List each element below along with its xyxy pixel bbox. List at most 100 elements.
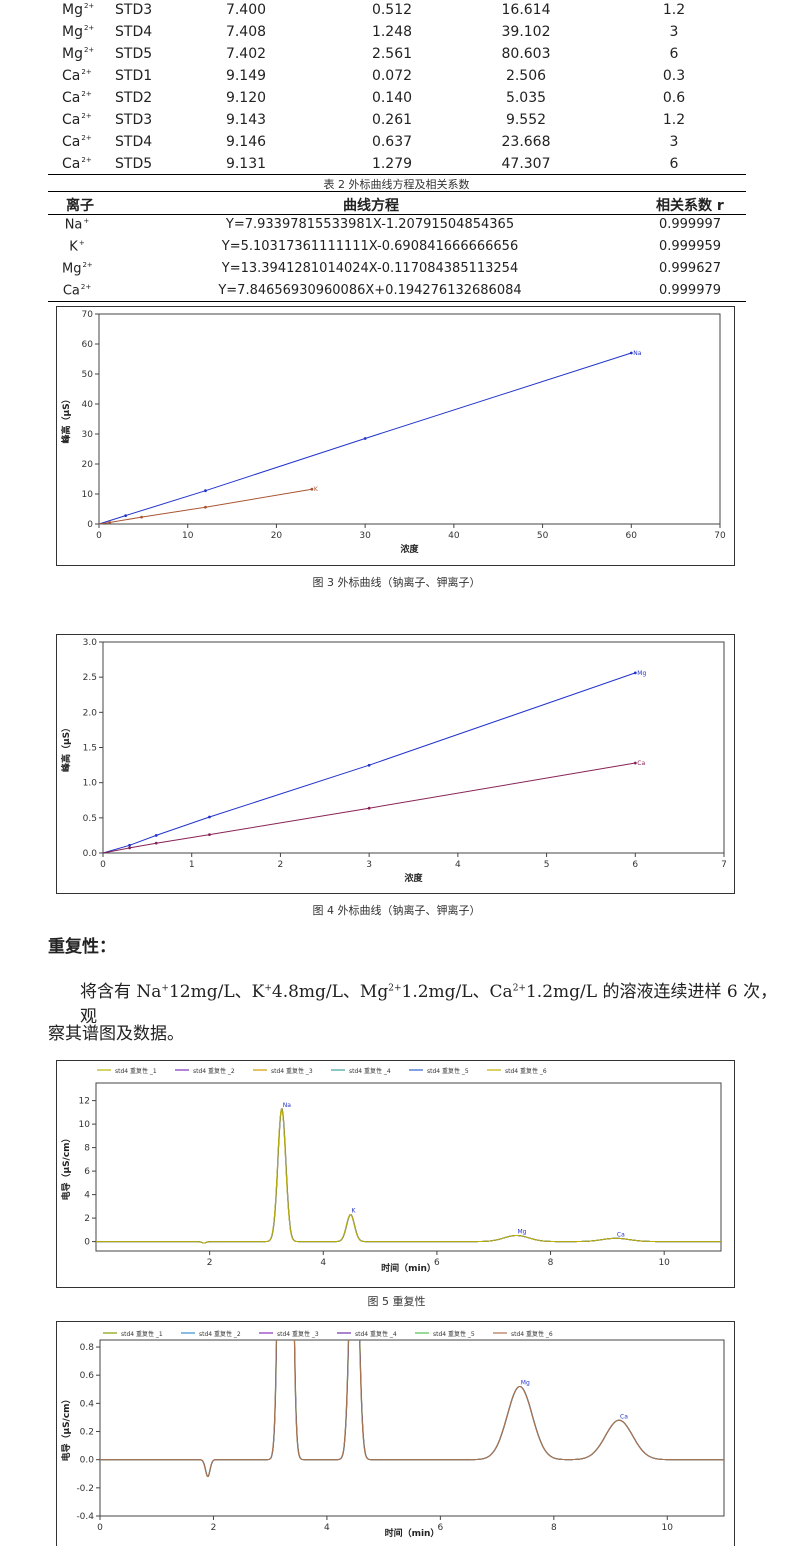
y-tick-label: 0.5 [83, 814, 97, 824]
ion-cell: Ca2+ [62, 112, 92, 128]
conc-cell: 3 [669, 134, 679, 150]
figure3: 0 10 20 30 40 50 60 70 0 10 20 30 40 50 60 70 浓度 峰高（μS） Na… [56, 306, 735, 566]
rt-cell: 7.400 [225, 2, 267, 18]
legend-label: std4 重复性 _3 [277, 1330, 319, 1338]
peak-label: Na [283, 1102, 291, 1109]
peak-label: Mg [521, 1379, 530, 1386]
trace-1 [96, 1107, 721, 1244]
peak-label: Ca [620, 1413, 628, 1420]
ion-cell: Ca2+ [62, 68, 92, 84]
legend-label: std4 重复性 _2 [199, 1330, 241, 1338]
x-tick-label: 7 [721, 860, 727, 870]
data-point [208, 815, 211, 819]
traces [96, 1107, 721, 1244]
rt-cell: 9.143 [225, 112, 267, 128]
data-point [204, 505, 207, 509]
peak-label: Ca [617, 1231, 625, 1238]
x-tick-label: 5 [544, 860, 550, 870]
trace-3 [100, 1340, 724, 1477]
table-rule [48, 214, 746, 215]
conc-cell: 1.2 [662, 2, 686, 18]
x-tick-label: 10 [662, 1523, 674, 1533]
para-sup: + [264, 983, 272, 994]
series-label: Mg [637, 670, 646, 677]
x-tick-label: 0 [100, 860, 106, 870]
figure3-chart: 0 10 20 30 40 50 60 70 0 10 20 30 40 50 60 70 浓度 峰高（μS） Na… [60, 310, 726, 555]
rt-cell: 9.146 [225, 134, 267, 150]
x-tick-label: 6 [434, 1258, 440, 1268]
legend-label: std4 重复性 _3 [271, 1067, 313, 1075]
table-row: Mg2+ STD5 7.402 2.561 80.603 6 [0, 44, 793, 66]
figure4: 0 1 2 3 4 5 6 7 0.0 0.5 1.0 1.5 2.0 2.5 3.0 浓度 峰高（μS） Mg C… [56, 634, 735, 894]
y-tick-label: 4 [84, 1191, 90, 1201]
series-line-Mg [102, 672, 636, 854]
y-tick-label: 0.2 [80, 1428, 94, 1438]
legend-label: std4 重复性 _6 [511, 1330, 553, 1338]
rt-cell: 7.402 [225, 46, 267, 62]
conc-cell: 6 [669, 46, 679, 62]
x-tick-label: 20 [271, 531, 283, 541]
y-tick-label: 2.5 [83, 673, 97, 683]
ion-cell: Ca2+ [62, 156, 92, 172]
data-point [154, 834, 158, 837]
area-cell: 39.102 [501, 24, 551, 40]
data-point [310, 487, 314, 491]
figure4-chart: 0 1 2 3 4 5 6 7 0.0 0.5 1.0 1.5 2.0 2.5 3.0 浓度 峰高（μS） Mg C… [60, 638, 727, 884]
data-point [140, 515, 143, 519]
std-cell: STD5 [115, 46, 153, 62]
conc-cell: 0.3 [662, 68, 686, 84]
x-tick-label: 0 [96, 531, 102, 541]
legend-label: std4 重复性 _1 [121, 1330, 163, 1338]
height-cell: 1.248 [371, 24, 413, 40]
equation-cell: Y=13.3941281014024X-0.117084385113254 [221, 261, 519, 276]
y-tick-label: 0.4 [80, 1399, 95, 1409]
data-point [633, 671, 637, 675]
data-point [124, 514, 128, 517]
trace-4 [100, 1340, 724, 1477]
x-tick-label: 6 [632, 860, 638, 870]
trace-4 [96, 1108, 721, 1244]
y-tick-label: 1.5 [83, 744, 97, 754]
x-tick-label: 4 [324, 1523, 330, 1533]
trace-6 [100, 1340, 724, 1478]
figure5: 2 4 6 8 10 0 2 4 6 8 10 12 时间（min） 电导（μS/cm） Na K Mg Ca st… [56, 1060, 735, 1288]
plot-frame [95, 1082, 722, 1252]
legend-label: std4 重复性 _2 [193, 1067, 235, 1075]
height-cell: 1.279 [371, 156, 413, 172]
trace-5 [96, 1108, 721, 1244]
y-tick-label: 0.6 [80, 1371, 95, 1381]
y-tick-label: -0.2 [76, 1484, 94, 1494]
paragraph-line2: 察其谱图及数据。 [48, 1024, 184, 1044]
plot-frame [98, 313, 721, 525]
table-row: Ca2+ Y=7.84656930960086X+0.19427613268608… [0, 281, 793, 303]
series-label: Ca [637, 760, 645, 767]
y-tick-label: 0 [84, 1238, 90, 1248]
y-tick-label: 10 [82, 490, 94, 500]
y-tick-label: 3.0 [83, 638, 98, 648]
x-tick-label: 8 [551, 1523, 557, 1533]
para-text: 1.2mg/L、Ca [401, 982, 513, 1002]
rt-cell: 9.120 [225, 90, 267, 106]
x-tick-label: 1 [189, 860, 195, 870]
ion-cell: Na+ [64, 217, 90, 233]
y-tick-label: 2.0 [83, 708, 98, 718]
y-tick-label: 6 [84, 1167, 90, 1177]
r-cell: 0.999997 [658, 217, 722, 232]
height-cell: 2.561 [371, 46, 413, 62]
equation-cell: Y=7.84656930960086X+0.194276132686084 [218, 283, 522, 298]
conc-cell: 0.6 [662, 90, 686, 106]
figure3-caption: 图 3 外标曲线（钠离子、钾离子） [312, 576, 481, 589]
y-tick-label: 40 [82, 400, 94, 410]
height-cell: 0.072 [371, 68, 413, 84]
data-point [363, 437, 367, 440]
table-row: Ca2+ STD1 9.149 0.072 2.506 0.3 [0, 66, 793, 88]
y-axis-label: 峰高（μS） [60, 394, 72, 443]
r-cell: 0.999627 [658, 261, 722, 276]
equation-cell: Y=5.10317361111111X-0.690841666666656 [221, 239, 519, 254]
x-axis-label: 浓度 [404, 872, 423, 884]
y-tick-label: 1.0 [83, 779, 98, 789]
x-tick-label: 50 [537, 531, 549, 541]
table-rule [48, 191, 746, 192]
conc-cell: 6 [669, 156, 679, 172]
trace-3 [96, 1108, 721, 1244]
